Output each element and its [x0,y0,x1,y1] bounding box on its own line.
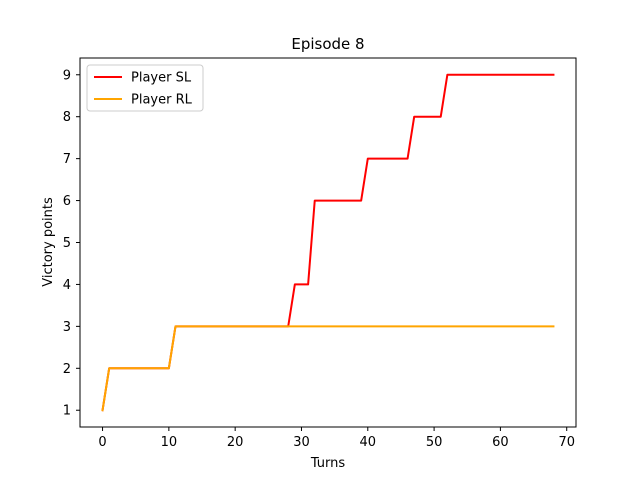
x-axis-label: Turns [310,456,346,471]
y-tick-label: 3 [63,320,71,335]
y-tick-label: 9 [63,68,71,83]
legend: Player SL Player RL [86,64,204,112]
x-tick-label: 20 [227,435,244,450]
legend-label-1: Player SL [131,71,192,86]
y-tick-label: 5 [63,236,71,251]
series-layer [101,73,555,412]
y-tick-label: 7 [63,152,71,167]
x-tick-label: 10 [161,435,178,450]
legend-label-2: Player RL [131,93,193,108]
x-tick-label: 70 [558,435,575,450]
x-tick-label: 60 [492,435,509,450]
axes-layer: 0 10 20 30 40 50 60 70 1 2 3 4 5 6 7 8 9 [63,57,577,450]
chart-title: Episode 8 [291,35,364,53]
x-tick-label: 50 [426,435,443,450]
y-tick-label: 6 [63,194,71,209]
y-tick-label: 1 [63,404,71,419]
plot-frame [79,57,577,428]
y-tick-label: 8 [63,110,71,125]
x-tick-label: 40 [360,435,377,450]
x-tick-label: 0 [98,435,106,450]
y-axis-label: Victory points [41,197,56,287]
y-tick-label: 4 [63,278,71,293]
x-tick-label: 30 [293,435,310,450]
y-tick-label: 2 [63,362,71,377]
series-line-2 [101,325,555,412]
